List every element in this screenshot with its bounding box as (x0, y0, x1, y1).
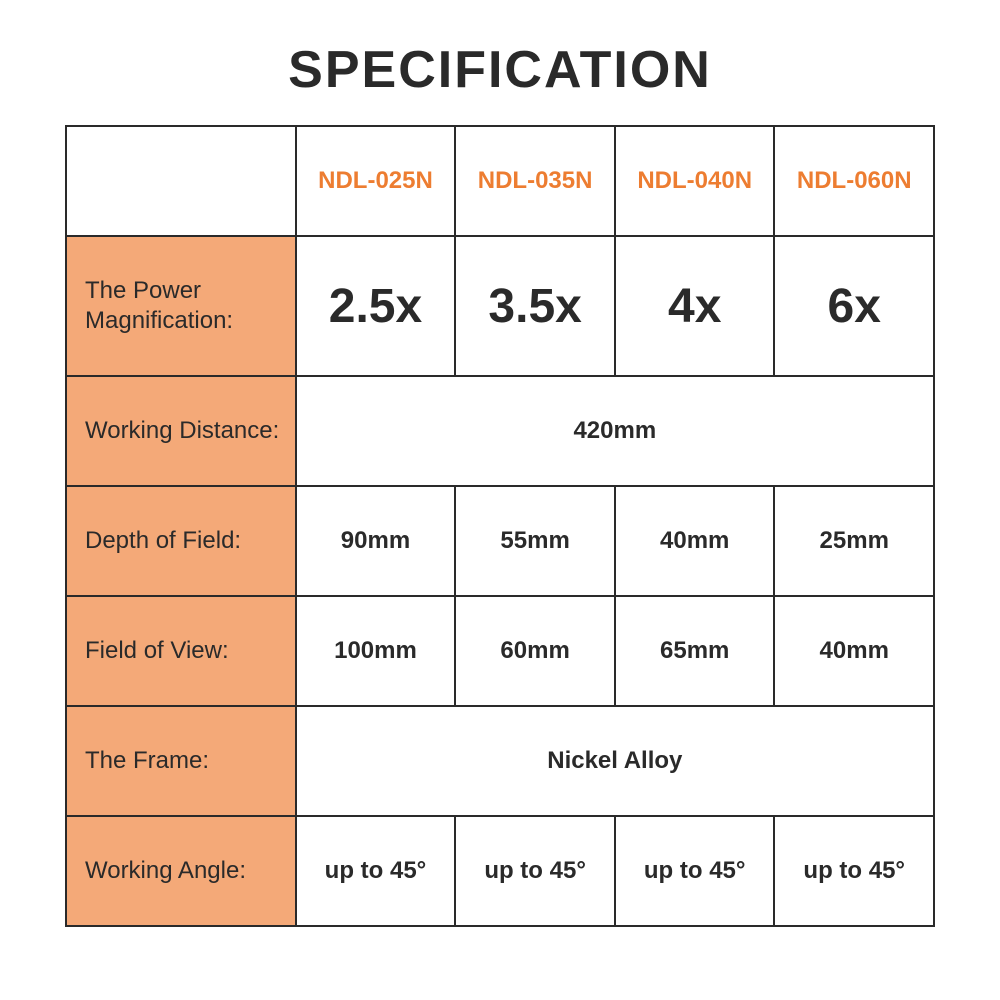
header-row: NDL-025N NDL-035N NDL-040N NDL-060N (66, 126, 934, 236)
field-of-view-value: 65mm (615, 596, 775, 706)
row-label-frame: The Frame: (66, 706, 296, 816)
model-header: NDL-025N (296, 126, 456, 236)
table-row: The PowerMagnification: 2.5x 3.5x 4x 6x (66, 236, 934, 376)
field-of-view-value: 100mm (296, 596, 456, 706)
row-label-field-of-view: Field of View: (66, 596, 296, 706)
row-label-working-angle: Working Angle: (66, 816, 296, 926)
row-label-depth-of-field: Depth of Field: (66, 486, 296, 596)
magnification-value: 3.5x (455, 236, 615, 376)
row-label-text: The PowerMagnification: (85, 277, 233, 334)
depth-of-field-value: 90mm (296, 486, 456, 596)
depth-of-field-value: 25mm (774, 486, 934, 596)
field-of-view-value: 60mm (455, 596, 615, 706)
magnification-value: 4x (615, 236, 775, 376)
working-angle-value: up to 45° (615, 816, 775, 926)
table-row: Working Distance: 420mm (66, 376, 934, 486)
row-label-working-distance: Working Distance: (66, 376, 296, 486)
working-distance-value: 420mm (296, 376, 934, 486)
model-header: NDL-040N (615, 126, 775, 236)
magnification-value: 6x (774, 236, 934, 376)
model-header: NDL-060N (774, 126, 934, 236)
table-row: Field of View: 100mm 60mm 65mm 40mm (66, 596, 934, 706)
frame-value: Nickel Alloy (296, 706, 934, 816)
table-row: Depth of Field: 90mm 55mm 40mm 25mm (66, 486, 934, 596)
table-row: The Frame: Nickel Alloy (66, 706, 934, 816)
working-angle-value: up to 45° (455, 816, 615, 926)
working-angle-value: up to 45° (296, 816, 456, 926)
header-blank-cell (66, 126, 296, 236)
depth-of-field-value: 55mm (455, 486, 615, 596)
page-title: SPECIFICATION (288, 40, 712, 100)
field-of-view-value: 40mm (774, 596, 934, 706)
model-header: NDL-035N (455, 126, 615, 236)
table-row: Working Angle: up to 45° up to 45° up to… (66, 816, 934, 926)
spec-table: NDL-025N NDL-035N NDL-040N NDL-060N The … (65, 125, 935, 927)
depth-of-field-value: 40mm (615, 486, 775, 596)
magnification-value: 2.5x (296, 236, 456, 376)
working-angle-value: up to 45° (774, 816, 934, 926)
row-label-magnification: The PowerMagnification: (66, 236, 296, 376)
